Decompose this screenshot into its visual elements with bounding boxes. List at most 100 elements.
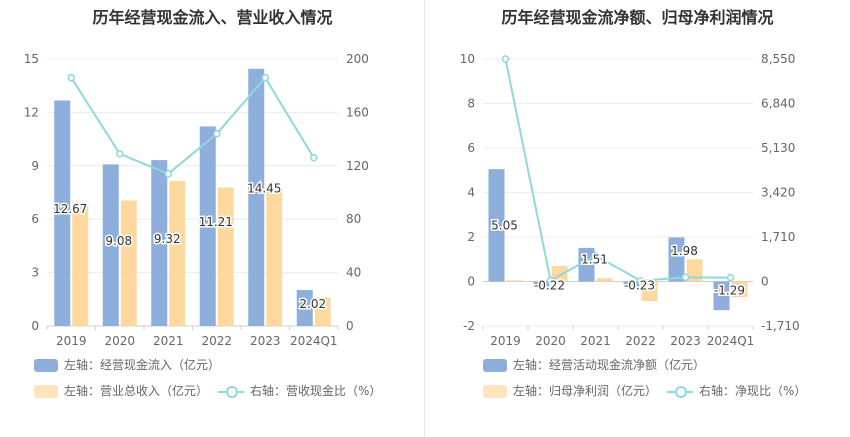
right-axis-tick-label: 120 [346,159,369,173]
x-axis-tick-label: 2024Q1 [707,334,755,348]
x-axis-tick-label: 2019 [490,334,521,348]
bar-data-label: -0.23 [624,279,655,293]
bar-secondary [506,280,523,282]
left-axis-tick-label: 12 [24,105,39,119]
bar-data-label: -0.22 [534,279,565,293]
bar-secondary [217,187,234,326]
bar-secondary [596,278,613,282]
right-axis-tick-label: 0 [346,319,354,333]
line-point [164,170,172,178]
right-axis-tick-label: 1,710 [761,230,795,244]
left-axis-tick-label: -2 [463,319,475,333]
right-axis-tick-label: 80 [346,212,361,226]
bar-data-label: -1.29 [714,284,745,298]
left-axis-tick-label: 9 [31,159,39,173]
left-chart-panel: 历年经营现金流入、营业收入情况 0 3 6 9 12 15 0 40 80 120 160 200 20… [24,8,424,406]
bar-primary [578,247,595,282]
x-axis-tick-label: 2021 [153,334,184,348]
right-axis-tick-label: 160 [346,105,369,119]
line-series [504,58,731,282]
bar-secondary [686,259,703,282]
bar-data-label: 5.05 [491,218,518,232]
right-axis-tick-label: 8,550 [761,52,795,66]
left-axis-tick-label: 15 [24,52,39,66]
bar-primary [533,281,550,287]
bar-primary [248,68,265,326]
left-axis-tick-label: 3 [31,266,39,280]
right-chart-title: 历年经营现金流净额、归母净利润情况 [501,8,774,27]
bar-data-label: 9.32 [154,232,181,246]
x-axis-tick-label: 2020 [535,334,566,348]
bar-secondary [641,281,658,302]
left-legend: 左轴：经营现金流入（亿元） 左轴：营业总收入（亿元） 右轴：营收现金比（%） [34,356,424,406]
line-series [70,75,315,175]
right-legend-line[interactable]: 右轴：净现比（%） [667,382,806,399]
left-axis-tick-label: 0 [31,319,39,333]
x-axis-tick-label: 2020 [104,334,135,348]
left-legend-bar1-label: 左轴：经营现金流入（亿元） [64,358,221,372]
legend-swatch-orange [34,385,58,398]
line-point [501,55,510,63]
right-legend-bar2-label: 左轴：归母净利润（亿元） [513,384,658,398]
x-axis-tick-label: 2023 [670,334,701,348]
bar-primary [102,164,119,326]
bar-data-label: 11.21 [199,215,233,229]
right-legend-bar1[interactable]: 左轴：经营活动现金流净额（亿元） [483,356,705,373]
x-axis-tick-label: 2022 [625,334,656,348]
right-axis-tick-label: 0 [761,275,769,289]
left-legend-line[interactable]: 右轴：营收现金比（%） [218,382,381,399]
bar-data-label: 14.45 [247,182,281,196]
right-axis-tick-label: 5,130 [761,141,795,155]
bar-secondary [72,204,89,326]
bar-primary [668,237,685,282]
line-point [636,276,645,285]
right-legend-bar2[interactable]: 左轴：归母净利润（亿元） [483,382,657,399]
right-axis-tick-label: 3,420 [761,186,795,200]
legend-swatch-blue [483,359,507,372]
bar-data-label: 2.02 [299,297,326,311]
left-axis-tick-label: 4 [467,186,475,200]
legend-swatch-blue [34,359,58,372]
bar-primary [488,169,505,282]
right-legend-bar1-label: 左轴：经营活动现金流净额（亿元） [513,358,706,372]
left-axis-tick-label: 10 [460,52,475,66]
line-point [546,276,555,285]
left-axis-tick-label: 6 [31,212,39,226]
right-legend: 左轴：经营活动现金流净额（亿元） 左轴：归母净利润（亿元） 右轴：净现比（%） [483,356,849,406]
left-legend-bar1[interactable]: 左轴：经营现金流入（亿元） [34,356,220,373]
bar-primary [713,281,730,311]
panel-divider [424,0,425,437]
left-legend-bar2-label: 左轴：营业总收入（亿元） [64,384,209,398]
bar-data-label: 1.51 [581,253,608,267]
bar-primary [54,100,71,326]
right-axis-tick-label: 40 [346,266,361,280]
left-axis-tick-label: 0 [467,275,475,289]
left-legend-line-label: 右轴：营收现金比（%） [250,384,382,398]
left-chart-svg: 0 3 6 9 12 15 0 40 80 120 160 200 2019 2020 2021 2022 20… [24,52,369,348]
line-point [261,73,269,82]
right-chart-panel: 历年经营现金流净额、归母净利润情况 -2 0 2 4 6 8 10 -1,710 0 1,710 3… [425,0,850,437]
right-axis-tick-label: 200 [346,52,369,66]
left-axis-tick-label: 6 [467,141,475,155]
bar-secondary [731,281,748,298]
bar-data-label: 12.67 [53,202,87,216]
left-axis-tick-label: 8 [467,97,475,111]
left-chart-title: 历年经营现金流入、营业收入情况 [92,8,333,27]
bar-secondary [120,200,137,326]
line-point [726,273,735,282]
line-point [591,251,600,260]
line-point [213,130,221,138]
bar-secondary [266,188,283,326]
legend-line-icon [218,385,244,398]
bar-data-label: 9.08 [105,234,132,248]
bar-secondary [314,297,331,326]
bar-primary [199,126,216,326]
left-legend-bar2[interactable]: 左轴：营业总收入（亿元） [34,382,208,399]
right-axis-tick-label: 6,840 [761,97,795,111]
x-axis-tick-label: 2023 [250,334,281,348]
line-point [310,154,318,162]
bar-primary [296,290,313,326]
right-axis-tick-label: -1,710 [761,319,800,333]
bar-data-label: 1.98 [671,244,698,258]
bar-primary [151,160,168,326]
